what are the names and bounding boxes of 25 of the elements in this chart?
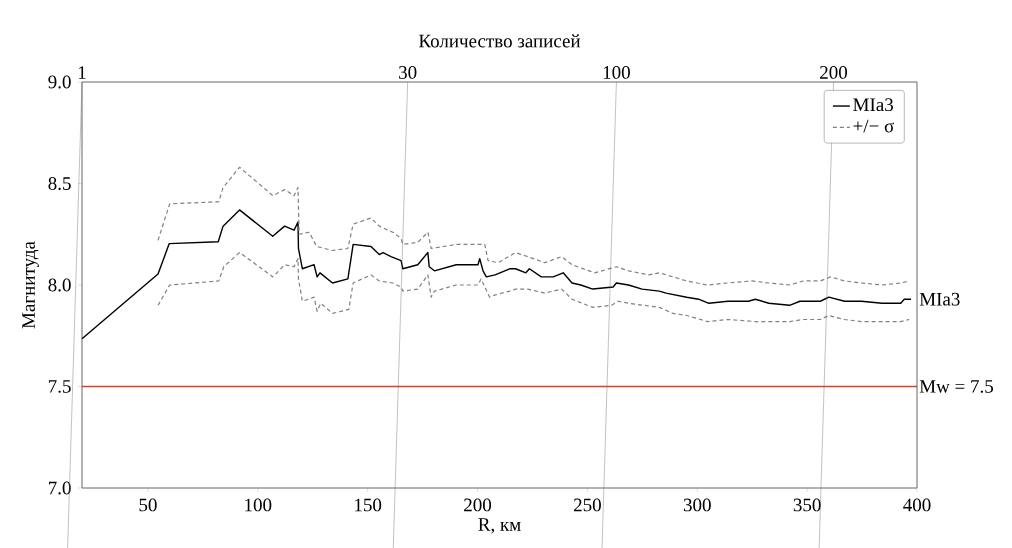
x-tick-label: 200 (464, 498, 492, 512)
x-tick-label: 350 (793, 498, 821, 512)
line-series (81, 209, 912, 340)
x-tick-label: 250 (573, 498, 601, 512)
legend-label: MIa3 (853, 98, 894, 112)
y-tick-label: 7.5 (48, 380, 71, 393)
text: 200 (820, 65, 848, 79)
y-tick-label: 7.0 (48, 481, 71, 495)
y-tick-label: 8.5 (48, 177, 71, 190)
x-tick-label: 300 (683, 498, 711, 512)
text: MIa3 (919, 292, 960, 306)
text: 1 (78, 66, 86, 79)
x2-axis-title: Количество записей (418, 34, 581, 48)
x-tick-label: 150 (355, 498, 382, 512)
y-axis-title: Магнитуда (22, 241, 39, 329)
text: 100 (603, 65, 630, 79)
text: 30 (399, 65, 417, 79)
legend-label: +/− σ (853, 119, 894, 133)
x-tick-label: 400 (903, 498, 931, 512)
x-tick-label: 100 (245, 498, 272, 512)
ref-line-label: Mw = 7.5 (919, 380, 994, 393)
x-axis-title: R, км (478, 518, 521, 534)
y-tick-label: 9.0 (48, 75, 71, 89)
x-tick-label: 50 (139, 498, 157, 512)
y-tick-label: 8.0 (48, 278, 71, 292)
